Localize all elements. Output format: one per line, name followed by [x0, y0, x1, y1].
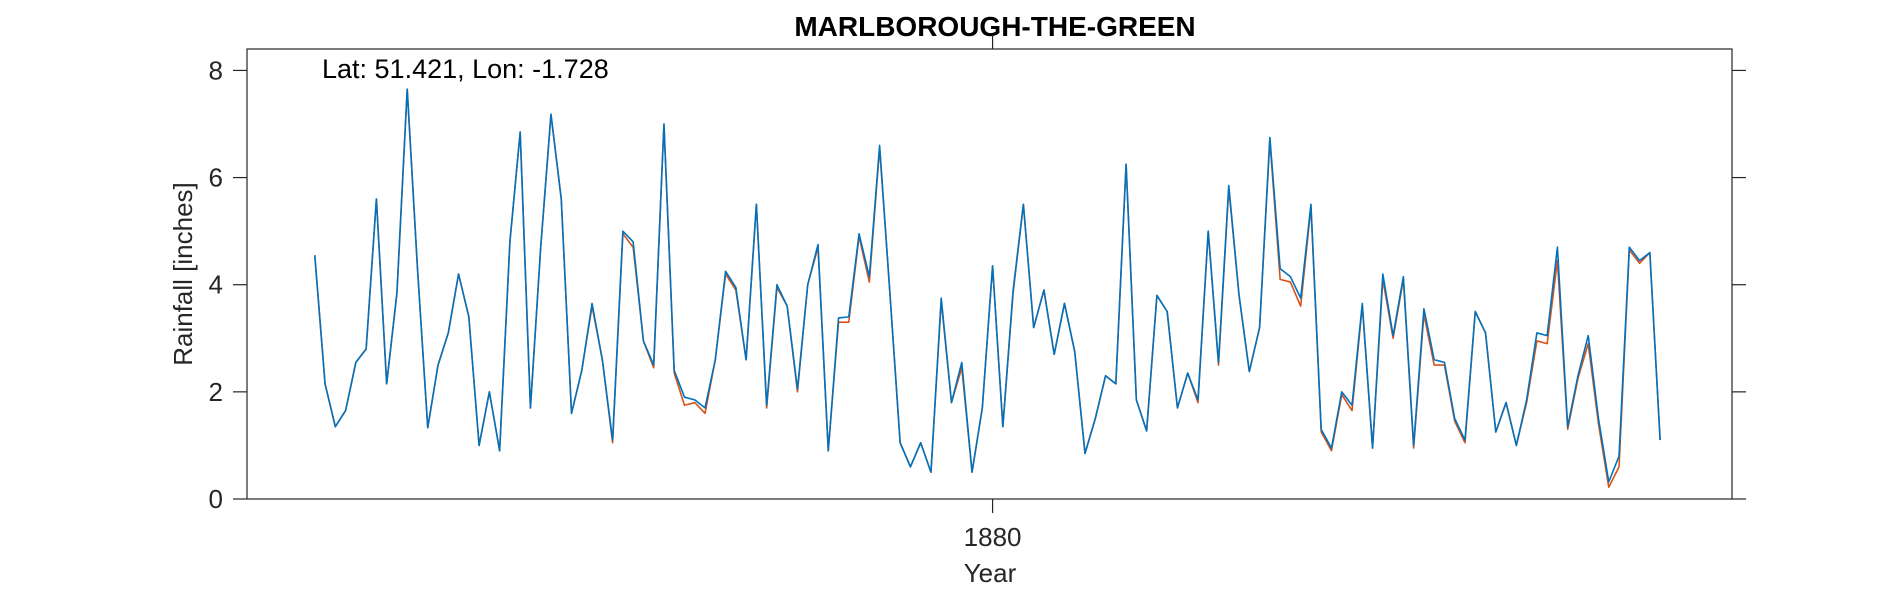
plot-area	[246, 48, 1733, 500]
y-tick-label: 8	[209, 55, 223, 85]
x-axis-label: Year	[964, 558, 1017, 588]
series-line-2	[313, 88, 1661, 483]
y-tick-label: 2	[209, 377, 223, 407]
x-tick-label: 1880	[964, 522, 1022, 552]
y-tick-label: 6	[209, 163, 223, 193]
location-annotation: Lat: 51.421, Lon: -1.728	[322, 54, 609, 84]
series-lines	[313, 88, 1661, 489]
y-tick-label: 0	[209, 484, 223, 514]
y-ticks: 0 2 4 6 8	[209, 55, 1746, 514]
x-ticks: 1880	[964, 35, 1022, 552]
y-axis-label: Rainfall [inches]	[168, 182, 198, 366]
chart-title: MARLBOROUGH-THE-GREEN	[794, 11, 1195, 42]
y-tick-label: 4	[209, 270, 223, 300]
